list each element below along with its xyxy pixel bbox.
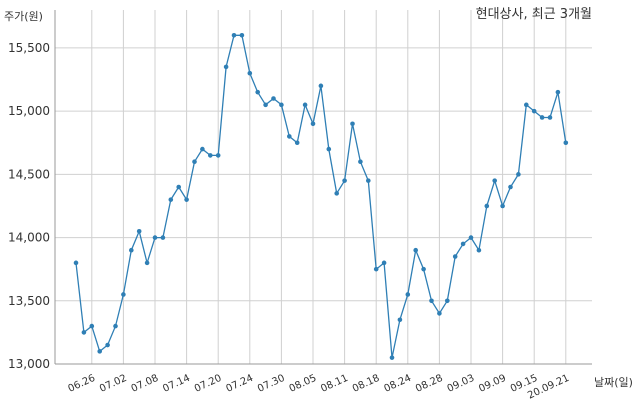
x-tick-label: 07.30	[256, 373, 287, 395]
data-point	[215, 153, 221, 158]
data-point	[136, 228, 142, 234]
data-point	[366, 178, 371, 183]
data-point	[547, 115, 553, 120]
data-point	[168, 197, 174, 202]
data-point	[413, 247, 419, 253]
data-point	[208, 153, 213, 158]
data-point	[468, 235, 474, 240]
data-point	[539, 115, 545, 120]
data-point	[397, 317, 403, 323]
chart-title: 현대상사, 최근 3개월	[476, 7, 592, 22]
data-point	[531, 108, 537, 114]
data-point	[255, 89, 260, 95]
data-point	[105, 342, 110, 348]
data-point	[484, 203, 490, 209]
x-tick-label: 09.09	[477, 373, 508, 395]
data-point	[476, 247, 482, 253]
data-point	[73, 260, 79, 266]
data-point	[555, 89, 561, 95]
data-point	[200, 146, 205, 152]
data-point	[350, 121, 355, 127]
x-tick-label: 08.24	[382, 373, 413, 395]
grid-lines	[55, 10, 592, 365]
x-tick-label: 08.18	[351, 373, 382, 395]
x-tick-label: 08.28	[414, 373, 445, 395]
data-point	[358, 159, 363, 165]
data-point	[405, 292, 411, 297]
x-tick-label: 08.11	[319, 373, 350, 395]
y-tick-label: 14,000	[8, 231, 50, 245]
data-point	[121, 292, 126, 297]
data-point	[508, 184, 513, 190]
x-axis-label: 날짜(일)	[594, 375, 633, 389]
y-tick-label: 14,500	[8, 167, 50, 181]
data-point	[160, 235, 166, 240]
data-point	[452, 254, 458, 259]
y-tick-label: 15,000	[8, 104, 50, 118]
data-point	[500, 203, 505, 209]
data-point	[516, 172, 521, 177]
data-point	[223, 64, 229, 70]
data-point	[239, 32, 245, 38]
price-series	[73, 32, 569, 360]
data-point	[326, 146, 332, 152]
data-point	[81, 330, 87, 335]
data-point	[310, 121, 316, 127]
data-point	[437, 311, 442, 316]
data-point	[152, 235, 158, 240]
data-point	[247, 70, 253, 76]
data-point	[271, 96, 276, 101]
data-point	[334, 191, 340, 196]
data-point	[184, 197, 189, 202]
x-tick-label: 07.14	[161, 373, 192, 395]
x-tick-label: 07.20	[193, 373, 224, 395]
y-tick-label: 13,500	[8, 294, 50, 308]
data-point	[144, 260, 150, 266]
x-tick-label: 08.05	[288, 373, 319, 395]
data-point	[89, 323, 95, 329]
data-point	[302, 102, 308, 108]
x-tick-label: 09.03	[446, 373, 477, 395]
data-point	[176, 184, 181, 190]
data-point	[342, 178, 347, 183]
x-tick-label: 06.26	[66, 373, 97, 395]
data-point	[294, 140, 300, 146]
data-point	[287, 134, 292, 139]
data-point	[129, 247, 134, 253]
data-point	[318, 83, 324, 89]
data-point	[192, 159, 197, 165]
data-point	[421, 266, 426, 272]
x-tick-label: 07.08	[130, 373, 161, 395]
data-point	[563, 140, 569, 146]
x-tick-labels: 06.26 07.02 07.08 07.14 07.20 07.24 07.30 08.05…	[66, 373, 571, 402]
y-axis-label: 주가(원)	[4, 10, 43, 23]
data-point	[381, 260, 387, 266]
data-point	[524, 102, 529, 108]
y-tick-labels: 13,000 13,500 14,000 14,500 15,000 15,500	[8, 41, 50, 371]
y-tick-label: 13,000	[8, 357, 50, 371]
y-tick-label: 15,500	[8, 41, 50, 55]
data-point	[113, 323, 118, 329]
data-point	[279, 102, 284, 108]
data-point	[97, 349, 102, 354]
data-point	[263, 102, 268, 108]
data-point	[373, 266, 379, 272]
data-point	[231, 32, 237, 38]
data-point	[445, 298, 450, 304]
data-point	[460, 241, 466, 247]
data-point	[492, 178, 498, 183]
axes	[54, 10, 592, 365]
data-point	[429, 298, 434, 304]
data-point	[389, 355, 395, 360]
x-tick-label: 07.24	[224, 373, 255, 395]
x-tick-label: 07.02	[98, 373, 129, 395]
